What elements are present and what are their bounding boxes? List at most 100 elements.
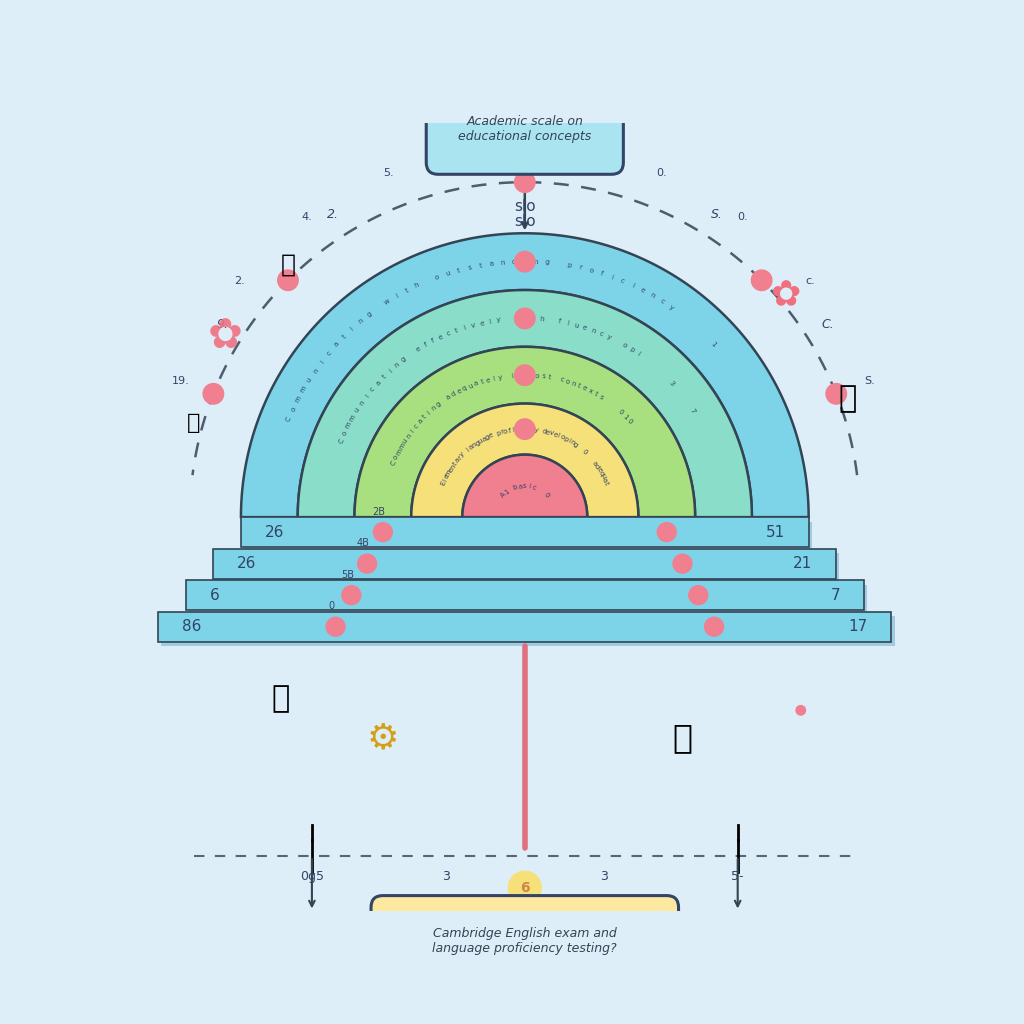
Text: i: i: [410, 428, 415, 433]
Text: s: s: [523, 483, 526, 488]
Text: i: i: [610, 273, 614, 281]
Text: C: C: [338, 437, 345, 444]
Text: C: C: [285, 416, 293, 423]
Text: p: p: [562, 435, 568, 442]
Text: y: y: [497, 316, 502, 324]
Text: a: a: [488, 260, 494, 267]
Text: e: e: [443, 473, 451, 480]
Circle shape: [826, 384, 847, 404]
Bar: [213, 549, 837, 579]
Text: u: u: [353, 407, 360, 414]
Text: r: r: [457, 455, 463, 461]
Text: f: f: [423, 342, 428, 348]
Text: e: e: [488, 432, 495, 439]
Text: n: n: [404, 432, 413, 439]
Text: e: e: [415, 346, 422, 353]
Circle shape: [705, 617, 724, 636]
Text: f: f: [557, 318, 561, 325]
Text: a: a: [417, 418, 424, 425]
Text: y: y: [668, 304, 675, 311]
Text: o: o: [559, 434, 565, 441]
Bar: [216, 553, 840, 584]
Text: g: g: [484, 434, 490, 441]
Text: m: m: [397, 441, 407, 451]
Text: ✿: ✿: [770, 280, 800, 313]
Text: y: y: [534, 427, 539, 433]
Text: d: d: [511, 259, 516, 265]
Text: a: a: [468, 443, 475, 451]
Polygon shape: [354, 347, 695, 517]
Text: 0g5: 0g5: [300, 869, 324, 883]
Text: w: w: [384, 298, 391, 306]
Text: v: v: [549, 430, 554, 436]
Text: 1: 1: [622, 413, 629, 421]
Text: m: m: [444, 469, 453, 477]
Text: t: t: [603, 481, 609, 485]
Text: slo: slo: [514, 214, 536, 229]
Text: q: q: [597, 470, 605, 476]
Text: e: e: [595, 467, 603, 473]
Text: c: c: [620, 278, 626, 285]
Text: o: o: [290, 406, 297, 413]
Text: 7: 7: [830, 588, 840, 603]
Text: a: a: [601, 477, 608, 483]
Text: e: e: [582, 385, 588, 392]
Text: 5-: 5-: [731, 869, 744, 883]
Circle shape: [514, 308, 536, 329]
Text: h: h: [540, 316, 545, 323]
Bar: [162, 616, 895, 646]
Text: n: n: [357, 317, 365, 326]
Text: 6: 6: [210, 588, 219, 603]
Text: 0: 0: [617, 409, 625, 416]
Circle shape: [509, 872, 541, 903]
Text: t: t: [381, 374, 387, 380]
Text: n: n: [449, 463, 457, 470]
Text: 3: 3: [668, 379, 675, 387]
Text: E: E: [440, 480, 447, 486]
Text: m: m: [344, 421, 353, 430]
Text: o: o: [621, 341, 628, 349]
Text: 17: 17: [849, 620, 867, 634]
Text: 0: 0: [329, 601, 335, 611]
Text: t: t: [457, 267, 461, 273]
Text: i: i: [524, 315, 525, 322]
Text: c: c: [413, 423, 420, 429]
Text: n: n: [393, 361, 400, 369]
Text: 26: 26: [264, 524, 284, 540]
Text: i: i: [528, 483, 531, 489]
Text: c: c: [531, 484, 538, 490]
Text: d: d: [451, 390, 458, 398]
Text: 21: 21: [794, 556, 813, 571]
Text: c: c: [369, 386, 376, 393]
Text: t: t: [341, 334, 347, 340]
Text: p: p: [496, 430, 502, 436]
Text: 4B: 4B: [356, 539, 370, 548]
Text: a: a: [454, 457, 461, 464]
Text: S.: S.: [711, 208, 723, 221]
Text: 2B: 2B: [373, 507, 385, 517]
Text: g: g: [435, 400, 442, 409]
Text: r: r: [500, 429, 504, 435]
Text: n: n: [311, 367, 319, 374]
Text: c: c: [530, 426, 535, 432]
Text: d: d: [593, 463, 601, 470]
Text: e: e: [582, 325, 588, 331]
Text: 5.: 5.: [383, 168, 394, 178]
Text: 3: 3: [442, 869, 450, 883]
Text: a: a: [445, 394, 452, 401]
Text: 🌸: 🌸: [281, 253, 296, 276]
Text: s: s: [541, 373, 546, 380]
Text: u: u: [573, 322, 580, 329]
Circle shape: [342, 586, 360, 604]
Text: i: i: [365, 393, 370, 398]
Text: Academic scale on
educational concepts: Academic scale on educational concepts: [458, 115, 592, 143]
Text: c: c: [515, 426, 519, 432]
Text: n: n: [516, 373, 521, 379]
Text: 19.: 19.: [171, 376, 189, 386]
Text: a: a: [375, 379, 382, 386]
Text: e: e: [479, 319, 484, 327]
Text: C: C: [390, 460, 397, 466]
Circle shape: [357, 554, 377, 573]
Text: ✿: ✿: [208, 314, 243, 356]
Text: 2.: 2.: [327, 208, 339, 221]
